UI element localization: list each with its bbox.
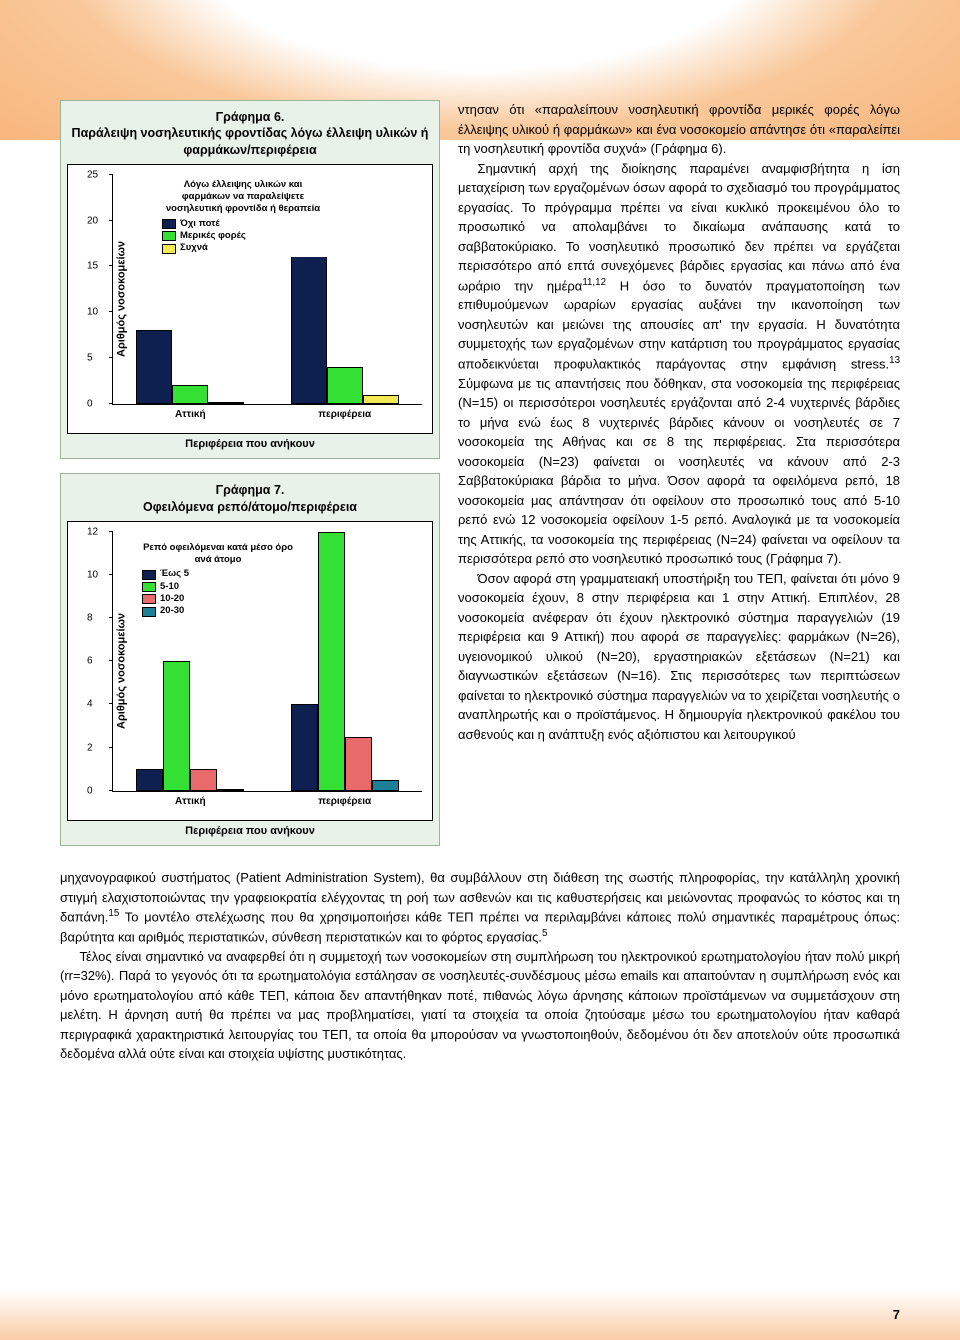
paragraph-4: μηχανογραφικού συστήματος (Patient Admin… [60, 868, 900, 947]
chart-6-canvas: Αριθμός νοσοκομείων 0510152025Αττικήπερι… [67, 164, 433, 434]
chart-6-title: Γράφημα 6. Παράλειψη νοσηλευτικής φροντί… [67, 109, 433, 158]
chart-legend: Ρεπό οφειλόμεναι κατά μέσο όρο ανά άτομο… [138, 540, 298, 620]
page-number: 7 [893, 1305, 900, 1325]
bar [363, 395, 399, 404]
chart-6-xlabel: Περιφέρεια που ανήκουν [67, 436, 433, 453]
paragraph-2: Σημαντική αρχή της διοίκησης παραμένει α… [458, 159, 900, 569]
chart-7: Γράφημα 7. Οφειλόμενα ρεπό/άτομο/περιφέρ… [60, 473, 440, 846]
right-column-text: ντησαν ότι «παραλείπουν νοσηλευτική φρον… [458, 100, 900, 860]
bar [172, 385, 208, 403]
chart-7-title: Γράφημα 7. Οφειλόμενα ρεπό/άτομο/περιφέρ… [67, 482, 433, 515]
chart-legend: Λόγω έλλειψης υλικών και φαρμάκων να παρ… [158, 177, 328, 257]
paragraph-5: Τέλος είναι σημαντικό να αναφερθεί ότι η… [60, 949, 900, 1062]
bar [217, 789, 244, 791]
bar [136, 330, 172, 403]
paragraph-1: ντησαν ότι «παραλείπουν νοσηλευτική φρον… [458, 102, 900, 156]
bar [372, 780, 399, 791]
bar [208, 402, 244, 404]
chart-7-xlabel: Περιφέρεια που ανήκουν [67, 823, 433, 840]
full-width-text: μηχανογραφικού συστήματος (Patient Admin… [60, 868, 900, 1064]
paragraph-3: Όσον αφορά στη γραμματειακή υποστήριξη τ… [458, 571, 900, 742]
bar [327, 367, 363, 404]
bar [190, 769, 217, 791]
page-content: Γράφημα 6. Παράλειψη νοσηλευτικής φροντί… [0, 0, 960, 1104]
chart-6: Γράφημα 6. Παράλειψη νοσηλευτικής φροντί… [60, 100, 440, 459]
bar [318, 532, 345, 791]
bar [163, 661, 190, 791]
bar [291, 704, 318, 790]
chart-7-canvas: Αριθμός νοσοκομείων 024681012Αττικήπεριφ… [67, 521, 433, 821]
bar [345, 737, 372, 791]
bar [136, 769, 163, 791]
